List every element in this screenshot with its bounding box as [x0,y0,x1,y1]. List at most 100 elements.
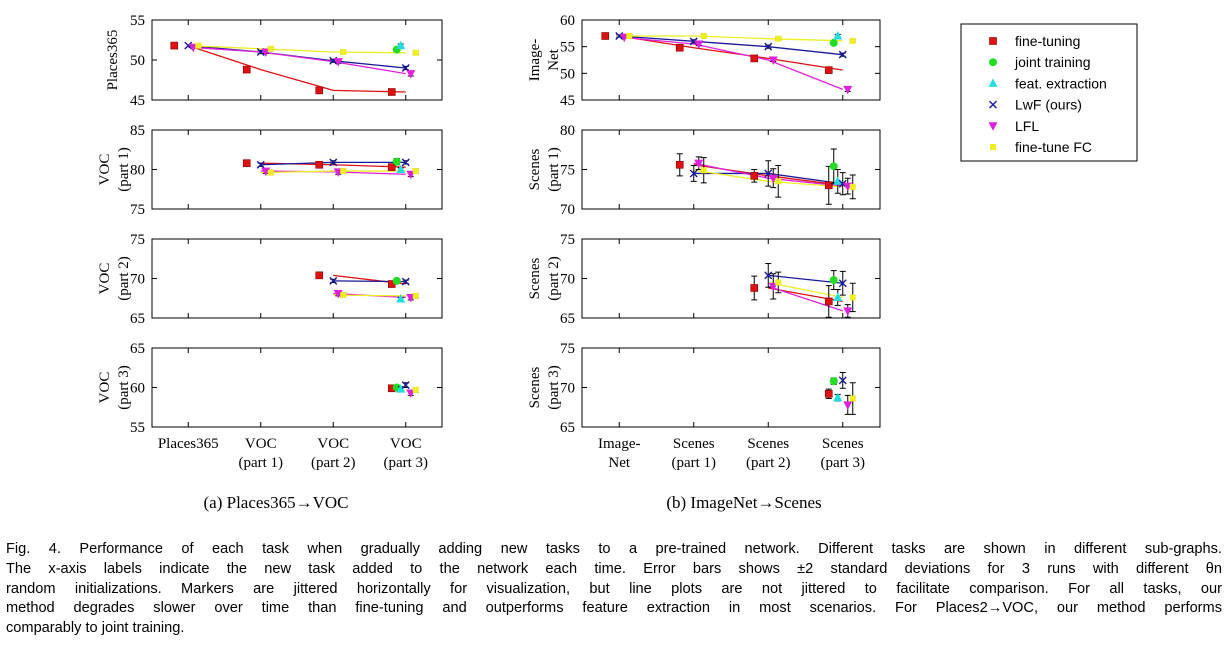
y-tick-label: 55 [560,40,575,56]
x-tick-label: VOC (part 2) [311,436,356,471]
marker-triangle-down [768,56,778,65]
plot-frame [581,347,881,428]
y-axis-label-line: Places365 [105,30,121,91]
marker-triangle-up [833,31,843,40]
marker-square [242,159,251,167]
y-tick-label: 75 [560,341,575,357]
caption-line: method degrades slower over time than fi… [6,600,1222,617]
y-tick-label: 75 [130,202,145,218]
y-tick-label: 80 [130,163,145,179]
marker-triangle-up [396,40,406,50]
legend-label: feat. extraction [1015,75,1107,91]
marker-square [750,172,759,180]
y-tick-label: 75 [560,163,575,179]
marker-triangle-down [694,159,704,169]
marker-square [775,279,782,286]
marker-square [387,88,396,96]
marker-square [700,167,707,174]
marker-x [184,41,193,50]
marker-triangle-down [406,70,416,79]
marker-square [824,390,833,398]
y-axis-label: Scenes (part 2) [527,256,562,301]
marker-square [340,49,347,55]
y-axis-label: Places365 [105,30,121,91]
marker-square [170,41,179,50]
marker-square [989,37,997,45]
caption-line: comparably to joint training. [6,620,185,637]
marker-triangle-down [843,85,853,95]
legend-label: joint training [1014,54,1091,70]
marker-square [750,284,759,292]
y-tick-label: 70 [130,272,145,288]
x-tick-label: Image- Net [598,436,640,471]
caption-line: The x-axis labels indicate the new task … [6,560,1222,577]
marker-square [267,45,274,52]
legend-box [960,23,1138,162]
subcaption-a: (a) Places365→VOC [204,493,349,512]
x-tick-label-line: (part 3) [820,455,865,471]
y-tick-label: 80 [560,123,575,139]
y-tick-label: 60 [130,381,145,397]
x-tick-label-line: VOC [245,436,277,452]
marker-square [849,183,856,190]
subplot: 45 50 55 60 Image- Net [527,13,881,109]
y-axis-label: VOC (part 2) [97,256,132,301]
y-axis-label-line: Scenes [527,258,543,300]
x-tick-label: VOC (part 3) [383,436,428,471]
subcaption-b: (b) ImageNet→Scenes [666,493,821,512]
marker-triangle-up [396,294,406,303]
y-tick-label: 70 [560,272,575,288]
x-tick-label-line: Scenes [747,436,789,452]
marker-square [849,37,856,44]
marker-square [315,271,324,280]
marker-triangle-down [843,401,853,410]
x-tick-label: VOC (part 1) [238,436,283,471]
y-tick-label: 60 [560,13,575,29]
marker-circle [829,38,838,47]
marker-square [675,43,684,52]
x-tick-label-line: Image- [598,436,640,452]
x-tick-label-line: Scenes [822,436,864,452]
series-line-ftfc [260,170,406,174]
marker-square [195,42,202,49]
x-tick-label-line: VOC [317,436,349,452]
y-axis-label-line: Scenes [527,367,543,409]
y-tick-label: 65 [560,420,575,436]
y-tick-label: 70 [560,202,575,218]
marker-x [838,376,847,385]
marker-x [401,277,410,286]
marker-square [315,86,324,95]
series-line-ft [188,44,406,93]
legend-label: fine-tune FC [1015,139,1092,155]
marker-triangle-up [833,292,843,301]
marker-square [412,292,419,299]
marker-x [764,42,773,51]
y-axis-label-line: (part 3) [546,365,562,410]
series-line-lfl [768,285,843,312]
marker-square [340,292,347,299]
y-axis-label: VOC (part 3) [97,365,132,410]
marker-square [340,168,347,175]
y-axis-label-line: (part 3) [116,365,132,410]
y-axis-label-line: (part 2) [546,256,562,301]
marker-square [849,395,856,402]
y-axis-label-line: Scenes [527,149,543,191]
y-axis-label: Scenes (part 1) [527,147,562,192]
marker-triangle-up [833,392,843,402]
y-axis-label: VOC (part 1) [97,147,132,192]
marker-square [675,160,684,169]
marker-triangle-down [988,122,998,131]
marker-circle [829,377,838,386]
marker-square [412,168,419,175]
marker-x [989,100,997,109]
marker-square [242,65,251,74]
marker-circle [989,58,997,67]
subplot: 75 80 85 VOC (part 1) [97,123,443,218]
figure-canvas: (a) Places365→VOC (b) ImageNet→Scenes 45… [97,13,1138,512]
marker-square [990,144,996,150]
subplot: 65 70 75 Scenes (part 2) [527,232,881,327]
y-axis-label-line: (part 2) [116,256,132,301]
marker-square [412,386,419,393]
marker-triangle-up [396,384,406,393]
